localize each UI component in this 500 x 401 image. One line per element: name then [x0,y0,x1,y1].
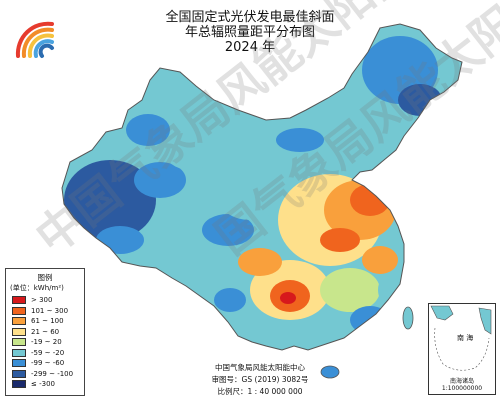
inset-scale: 1:100000000 [441,385,483,392]
legend-swatch [12,348,26,357]
south-coast-zone [294,318,346,342]
legend-label: -99 ~ -60 [31,359,65,368]
cma-logo-icon [15,21,54,58]
legend-item: 21 ~ 60 [6,327,84,338]
legend-swatch [12,369,26,378]
legend-unit: (单位：kWh/m²) [10,284,64,292]
legend-swatch [12,380,26,389]
map-title-year: 2024 年 [224,40,276,55]
north-central-zone [276,128,324,152]
legend-label: ≤ -300 [31,380,55,389]
legend-item: ≤ -300 [6,379,84,390]
china-border [61,23,463,351]
legend-item: 101 ~ 300 [6,306,84,317]
map-title-line2: 年总辐照量距平分布图 [184,25,315,40]
footer-approval: 审图号：GS (2019) 3082号 [211,375,309,384]
legend-items: > 300 101 ~ 300 61 ~ 100 21 ~ 60 -19 ~ 20 -59… [6,295,84,390]
legend-item: > 300 [6,295,84,306]
fujian-zone [378,274,402,306]
qinghai-zone [220,180,280,220]
hainan-island [320,365,340,379]
hunan-zone [320,268,380,312]
yunnan-west-zone [214,288,246,312]
gansu-south-zone [238,248,282,276]
legend-swatch [12,317,26,326]
legend-label: 21 ~ 60 [31,327,60,336]
legend-label: -59 ~ -20 [31,348,65,357]
inset-caption: 南海诸岛 1:100000000 [429,378,495,392]
xinjiang-south-low-zone [64,160,156,240]
jiangxi-zone [362,246,398,274]
legend-item: -299 ~ -100 [6,369,84,380]
legend-label: 61 ~ 100 [31,317,64,326]
north-xinjiang-zone [126,114,170,146]
legend-label: > 300 [31,296,53,305]
legend-swatch [12,306,26,315]
footer-org: 中国气象局风能太阳能中心 [215,363,305,372]
taiwan-island [402,306,414,330]
legend-item: -59 ~ -20 [6,348,84,359]
inset-sea-label: 南 海 [457,333,473,342]
legend-item: -99 ~ -60 [6,358,84,369]
inset-philippines [478,307,492,335]
inset-coast [430,305,454,321]
footer-scale: 比例尺：1 : 40 000 000 [217,387,303,396]
map-legend: 图例 (单位：kWh/m²) > 300 101 ~ 300 61 ~ 100 21 … [5,268,85,396]
henan-high-zone [320,228,360,252]
legend-swatch [12,327,26,336]
guangdong-zone [350,306,390,334]
inset-nine-dash-line [434,327,490,371]
legend-item: -19 ~ 20 [6,337,84,348]
shandong-high-zone [350,184,390,216]
south-china-sea-inset: 南 海 南海诸岛 1:100000000 [428,303,496,395]
legend-label: -299 ~ -100 [31,369,74,378]
legend-label: 101 ~ 300 [31,306,69,315]
sichuan-peak-zone [280,292,296,304]
tibet-east-zone [202,214,254,246]
tibet-west-zone [96,226,144,254]
west-neutral-zone [164,130,216,170]
inner-mongolia-zone [310,106,370,134]
legend-swatch [12,296,26,305]
legend-item: 61 ~ 100 [6,316,84,327]
legend-swatch [12,338,26,347]
legend-swatch [12,359,26,368]
legend-label: -19 ~ 20 [31,338,62,347]
inset-title: 南海诸岛 [449,378,474,385]
legend-title: 图例 [37,273,53,282]
northeast-deep-zone [398,84,442,116]
west-low-zone-a [134,162,186,198]
map-title-line1: 全国固定式光伏发电最佳斜面 [165,10,335,25]
inset-map: 南 海 [430,305,492,371]
